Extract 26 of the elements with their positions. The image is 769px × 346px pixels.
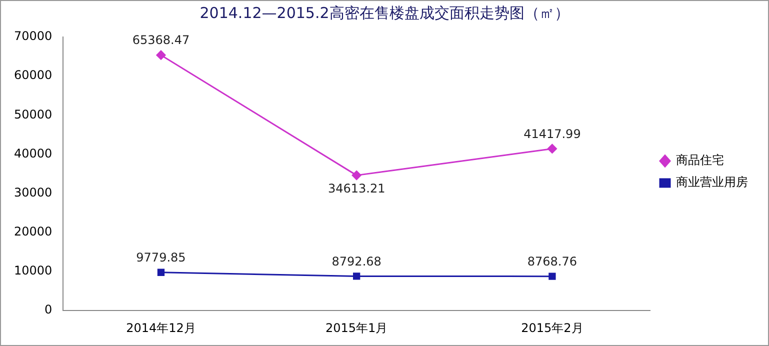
y-tick-label: 0 — [44, 302, 52, 317]
y-tick-label: 50000 — [14, 107, 52, 122]
x-tick-label: 2015年1月 — [325, 320, 388, 335]
point — [548, 272, 556, 280]
x-tick-label: 2014年12月 — [126, 320, 196, 335]
legend-label: 商业营业用房 — [676, 175, 748, 190]
point — [353, 272, 360, 280]
y-tick-label: 70000 — [14, 29, 52, 44]
data-label: 41417.99 — [524, 126, 581, 141]
y-tick-label: 10000 — [14, 264, 52, 278]
legend-label: 商品住宅 — [676, 153, 724, 168]
point — [352, 170, 362, 180]
x-tick-label: 2015年2月 — [521, 320, 584, 335]
y-tick-label: 40000 — [14, 146, 52, 160]
y-tick-label: 60000 — [14, 68, 52, 82]
y-tick-label: 20000 — [14, 224, 52, 239]
point — [547, 144, 557, 154]
data-label: 8768.76 — [527, 254, 578, 268]
y-tick-label: 30000 — [14, 185, 52, 200]
data-label: 9779.85 — [136, 250, 186, 264]
point — [157, 268, 165, 276]
data-label: 8792.68 — [332, 254, 382, 268]
point — [156, 50, 166, 60]
data-label: 65368.47 — [132, 33, 190, 48]
data-label: 34613.21 — [328, 181, 386, 196]
chart-title: 2014.12—2015.2高密在售楼盘成交面积走势图（㎡） — [200, 4, 570, 22]
